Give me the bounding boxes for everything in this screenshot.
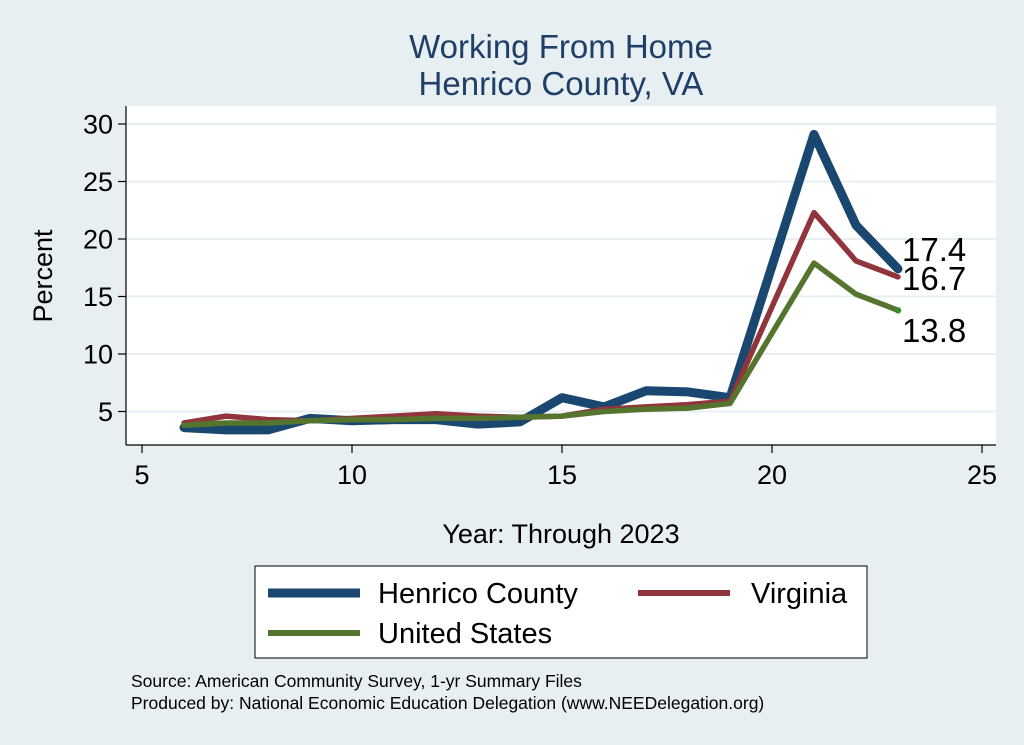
legend-label-virginia: Virginia xyxy=(751,578,848,610)
legend-label-united-states: United States xyxy=(378,618,552,650)
x-tick-label-5: 5 xyxy=(134,460,149,490)
end-label-henrico: 17.4 xyxy=(902,231,966,268)
x-tick-label-15: 15 xyxy=(547,460,577,490)
chart-title-line-1: Working From Home xyxy=(409,28,713,65)
y-tick-label-15: 15 xyxy=(83,282,113,312)
chart-title-line-2: Henrico County, VA xyxy=(419,65,704,102)
produced-by-note: Produced by: National Economic Education… xyxy=(131,693,764,713)
x-tick-label-25: 25 xyxy=(967,460,997,490)
x-tick-label-20: 20 xyxy=(757,460,787,490)
series-end-point-united-states xyxy=(894,307,902,314)
series-lines xyxy=(179,129,903,435)
end-label-virginia: 16.7 xyxy=(902,260,966,297)
plot-area xyxy=(126,106,996,445)
source-note: Source: American Community Survey, 1-yr … xyxy=(131,671,582,691)
y-axis-title: Percent xyxy=(28,229,58,323)
y-tick-label-30: 30 xyxy=(83,110,113,140)
x-tick-label-10: 10 xyxy=(337,460,367,490)
end-label-united-states: 13.8 xyxy=(902,312,966,349)
y-tick-label-5: 5 xyxy=(98,397,113,427)
y-tick-label-20: 20 xyxy=(83,225,113,255)
y-tick-label-25: 25 xyxy=(83,167,113,197)
y-axis-ticks: 5 10 15 20 25 30 xyxy=(83,110,126,427)
y-tick-label-10: 10 xyxy=(83,340,113,370)
x-axis-ticks: 5 10 15 20 25 xyxy=(134,445,997,490)
legend-box xyxy=(254,565,868,659)
gridlines xyxy=(126,123,996,413)
end-labels: 17.416.7 13.8 xyxy=(902,231,966,349)
legend: Henrico County Virginia United States xyxy=(254,565,868,659)
x-axis-title: Year: Through 2023 xyxy=(442,519,679,549)
axes xyxy=(125,106,996,446)
series-line-united-states xyxy=(181,260,901,429)
legend-label-henrico: Henrico County xyxy=(378,578,578,610)
